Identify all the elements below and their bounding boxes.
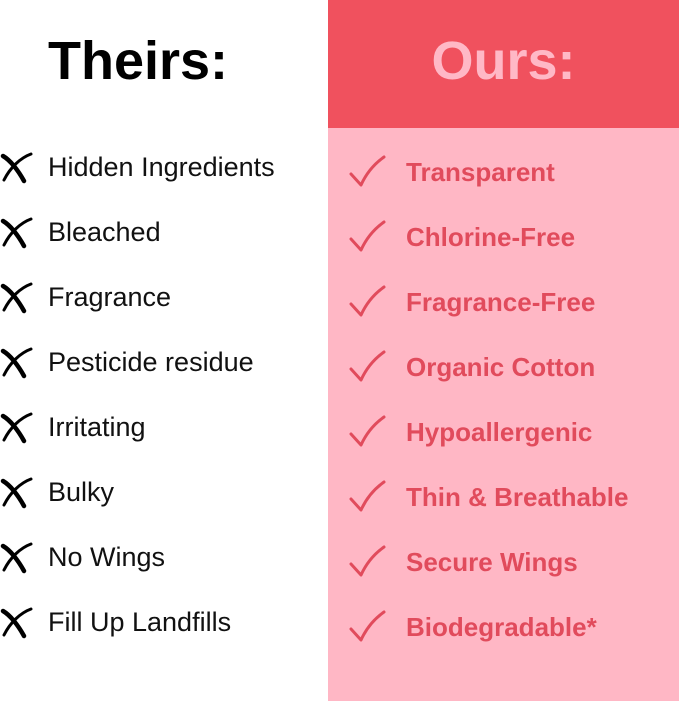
theirs-item: Pesticide residue [0, 342, 254, 382]
x-mark-icon [0, 345, 34, 379]
check-mark-icon [348, 284, 386, 320]
ours-header: Ours: [328, 0, 679, 128]
ours-item: Secure Wings [348, 542, 578, 582]
check-mark-icon [348, 219, 386, 255]
theirs-item-label: Bleached [48, 216, 161, 247]
ours-item-label: Secure Wings [406, 546, 578, 577]
check-mark-icon [348, 479, 386, 515]
theirs-item-label: Bulky [48, 476, 115, 507]
theirs-item: Irritating [0, 407, 146, 447]
theirs-item-label: Pesticide residue [48, 346, 254, 377]
ours-item: Biodegradable* [348, 607, 597, 647]
theirs-item: Hidden Ingredients [0, 147, 275, 187]
theirs-item: Fragrance [0, 277, 171, 317]
theirs-item-label: No Wings [48, 541, 166, 572]
check-mark-icon [348, 349, 386, 385]
theirs-item-label: Hidden Ingredients [48, 151, 275, 182]
check-mark-icon [348, 609, 386, 645]
x-mark-icon [0, 410, 34, 444]
theirs-item: Bulky [0, 472, 114, 512]
check-mark-icon [348, 544, 386, 580]
x-mark-icon [0, 540, 34, 574]
ours-item: Organic Cotton [348, 347, 595, 387]
theirs-item-label: Fragrance [48, 281, 172, 312]
check-mark-icon [348, 154, 386, 190]
theirs-item-label: Irritating [48, 411, 146, 442]
ours-item-label: Fragrance-Free [406, 286, 596, 317]
ours-title: Ours: [431, 31, 576, 91]
ours-item-label: Transparent [406, 156, 555, 187]
ours-item-label: Biodegradable* [406, 611, 597, 642]
x-mark-icon [0, 280, 34, 314]
ours-item: Transparent [348, 152, 555, 192]
ours-item-label: Hypoallergenic [406, 416, 593, 447]
ours-item: Fragrance-Free [348, 282, 595, 322]
x-mark-icon [0, 605, 34, 639]
theirs-item: Fill Up Landfills [0, 602, 231, 642]
check-mark-icon [348, 414, 386, 450]
ours-item: Chlorine-Free [348, 217, 575, 257]
ours-item-label: Organic Cotton [406, 351, 596, 382]
theirs-item: No Wings [0, 537, 165, 577]
theirs-item-label: Fill Up Landfills [48, 606, 232, 637]
theirs-title: Theirs: [48, 31, 229, 91]
ours-item-label: Chlorine-Free [406, 221, 576, 252]
ours-item: Thin & Breathable [348, 477, 628, 517]
ours-item-label: Thin & Breathable [406, 481, 629, 512]
ours-item: Hypoallergenic [348, 412, 592, 452]
x-mark-icon [0, 215, 34, 249]
x-mark-icon [0, 475, 34, 509]
ours-column: Ours: Transparent Chlorine-Free Fragrance-… [328, 0, 679, 701]
x-mark-icon [0, 150, 34, 184]
theirs-item: Bleached [0, 212, 161, 252]
theirs-column: Theirs: Hidden Ingredients Bleached Fragra… [0, 0, 328, 701]
